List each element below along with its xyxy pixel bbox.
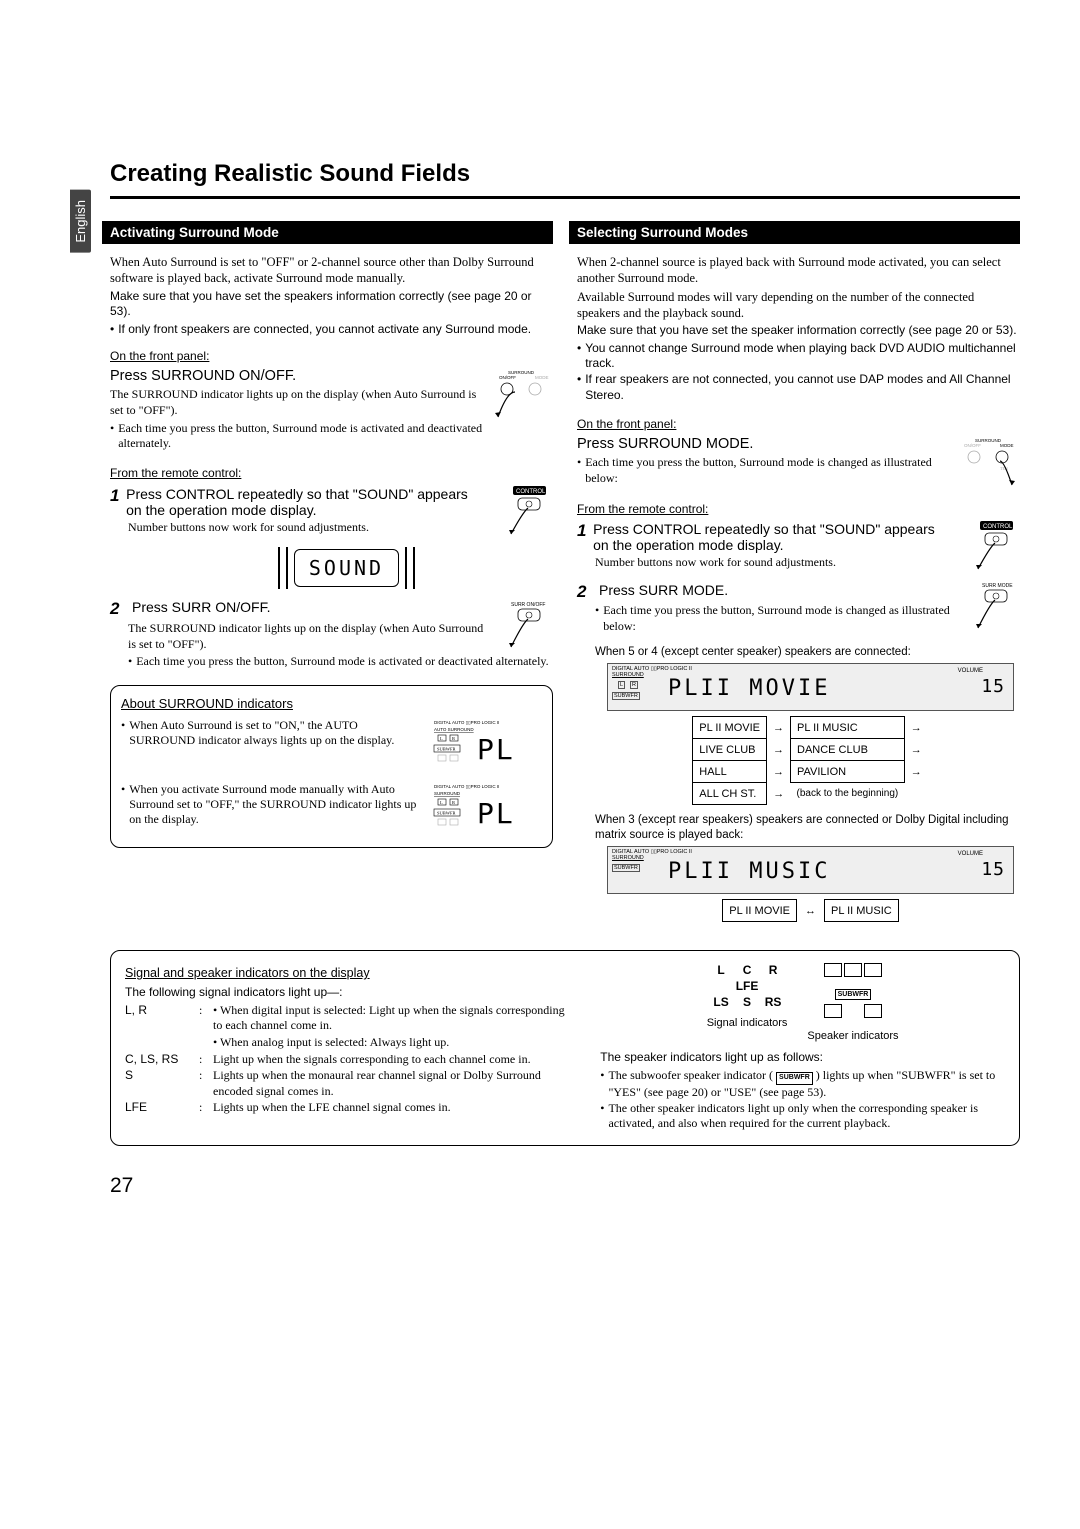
para: When 2-channel source is played back wit… bbox=[577, 254, 1020, 287]
svg-text:SURR MODE: SURR MODE bbox=[982, 583, 1013, 589]
surr-mode-button-icon: SURR MODE bbox=[960, 580, 1020, 635]
bullet: Each time you press the button, Surround… bbox=[603, 603, 954, 634]
indicator-diagram-icon: DIGITAL AUTO ▯▯PRO LOGIC II SURROUND L R SUB… bbox=[432, 781, 542, 835]
bullet: If rear speakers are not connected, you … bbox=[585, 372, 1020, 403]
bullet: •If only front speakers are connected, y… bbox=[110, 322, 553, 337]
svg-text:PL: PL bbox=[477, 733, 515, 766]
bullet: You cannot change Surround mode when pla… bbox=[585, 341, 1020, 372]
remote-label: From the remote control: bbox=[577, 502, 1020, 518]
about-text: When Auto Surround is set to "ON," the A… bbox=[129, 718, 422, 770]
control-button-icon: CONTROL bbox=[493, 484, 553, 539]
left-column: Activating Surround Mode When Auto Surro… bbox=[110, 221, 553, 930]
step-note: The SURROUND indicator lights up on the … bbox=[128, 621, 553, 652]
bullet: •Each time you press the button, Surroun… bbox=[110, 421, 487, 452]
para: Make sure that you have set the speakers… bbox=[110, 289, 553, 320]
language-tab: English bbox=[70, 190, 91, 253]
svg-text:CONTROL: CONTROL bbox=[516, 489, 546, 495]
indicator-diagram-icon: DIGITAL AUTO ▯▯PRO LOGIC II AUTO SURROUND… bbox=[432, 717, 542, 771]
surr-onoff-button-icon: SURR ON/OFF bbox=[493, 599, 553, 654]
title-rule bbox=[110, 196, 1020, 199]
svg-text:L: L bbox=[440, 800, 443, 805]
svg-text:ON/OFF: ON/OFF bbox=[964, 443, 981, 448]
press-instruction: Press SURROUND ON/OFF. bbox=[110, 367, 553, 386]
case-label: When 3 (except rear speakers) speakers a… bbox=[595, 813, 1020, 843]
svg-text:CONTROL: CONTROL bbox=[983, 524, 1013, 530]
bullet: Each time you press the button, Surround… bbox=[585, 455, 954, 486]
para: Available Surround modes will vary depen… bbox=[577, 289, 1020, 322]
svg-text:L: L bbox=[440, 736, 443, 741]
para: The speaker indicators light up as follo… bbox=[600, 1050, 1005, 1066]
display-panel-music: DIGITAL AUTO ▯▯PRO LOGIC II SURROUND SUB… bbox=[607, 846, 1014, 894]
speaker-diagram: LCR LFE LSSRS Signal indicators SUBWFR S… bbox=[600, 963, 1005, 1042]
mode-grid-5-4: PL II MOVIE→PL II MUSIC→ LIVE CLUB→DANCE… bbox=[692, 716, 928, 805]
press-instruction: Press SURROUND MODE. bbox=[577, 435, 1020, 454]
about-surround-box: About SURROUND indicators •When Auto Sur… bbox=[110, 685, 553, 848]
surround-onoff-button-icon: SURROUNDON/OFFMODE bbox=[493, 367, 553, 422]
svg-text:ON/OFF: ON/OFF bbox=[499, 375, 516, 380]
mode-grid-3: PL II MOVIE↔PL II MUSIC bbox=[722, 899, 898, 922]
page-number: 27 bbox=[110, 1174, 1020, 1198]
step-1: 1 Press CONTROL repeatedly so that "SOUN… bbox=[577, 521, 954, 553]
note: The SURROUND indicator lights up on the … bbox=[110, 387, 553, 418]
signal-right: LCR LFE LSSRS Signal indicators SUBWFR S… bbox=[600, 963, 1005, 1133]
svg-text:DIGITAL AUTO ▯▯PRO LOGIC II: DIGITAL AUTO ▯▯PRO LOGIC II bbox=[434, 784, 499, 789]
signal-indicators-box: Signal and speaker indicators on the dis… bbox=[110, 950, 1020, 1146]
panel-label: On the front panel: bbox=[110, 349, 553, 365]
about-title: About SURROUND indicators bbox=[121, 696, 542, 711]
step-note: Number buttons now work for sound adjust… bbox=[595, 555, 1020, 571]
about-text: When you activate Surround mode manually… bbox=[129, 782, 422, 834]
svg-text:SUBWFR: SUBWFR bbox=[437, 746, 456, 751]
step-2: 2 Press SURR MODE. bbox=[577, 582, 954, 602]
svg-text:AUTO SURROUND: AUTO SURROUND bbox=[434, 727, 474, 732]
svg-text:R: R bbox=[452, 800, 455, 805]
panel-label: On the front panel: bbox=[577, 417, 1020, 433]
page-title: Creating Realistic Sound Fields bbox=[110, 160, 1020, 188]
svg-text:SURROUND: SURROUND bbox=[434, 791, 461, 796]
svg-text:R: R bbox=[452, 736, 455, 741]
sig-title: Signal and speaker indicators on the dis… bbox=[125, 965, 570, 981]
surround-mode-button-icon: SURROUNDON/OFFMODETEN bbox=[960, 435, 1020, 490]
bullet: •Each time you press the button, Surroun… bbox=[128, 654, 553, 669]
svg-text:PL: PL bbox=[477, 797, 515, 830]
svg-text:MODE: MODE bbox=[535, 375, 549, 380]
step-2: 2 Press SURR ON/OFF. bbox=[110, 599, 487, 619]
section-heading-selecting: Selecting Surround Modes bbox=[569, 221, 1020, 244]
display-panel-movie: DIGITAL AUTO ▯▯PRO LOGIC II SURROUND L R… bbox=[607, 663, 1014, 711]
svg-text:SURR ON/OFF: SURR ON/OFF bbox=[511, 602, 545, 608]
para: Make sure that you have set the speaker … bbox=[577, 323, 1020, 339]
case-label: When 5 or 4 (except center speaker) spea… bbox=[595, 645, 1020, 660]
svg-text:DIGITAL AUTO ▯▯PRO LOGIC II: DIGITAL AUTO ▯▯PRO LOGIC II bbox=[434, 720, 499, 725]
signal-left: Signal and speaker indicators on the dis… bbox=[125, 963, 570, 1133]
control-button-icon: CONTROL bbox=[960, 519, 1020, 574]
sound-display: SOUND bbox=[140, 547, 553, 589]
section-heading-activating: Activating Surround Mode bbox=[102, 221, 553, 244]
svg-text:MODE: MODE bbox=[1000, 443, 1014, 448]
remote-label: From the remote control: bbox=[110, 466, 553, 482]
right-column: Selecting Surround Modes When 2-channel … bbox=[577, 221, 1020, 930]
sig-lead: The following signal indicators light up… bbox=[125, 985, 570, 1001]
step-note: Number buttons now work for sound adjust… bbox=[128, 520, 553, 536]
para: When Auto Surround is set to "OFF" or 2-… bbox=[110, 254, 553, 287]
main-columns: Activating Surround Mode When Auto Surro… bbox=[110, 221, 1020, 930]
svg-text:SUBWFR: SUBWFR bbox=[437, 810, 456, 815]
step-1: 1 Press CONTROL repeatedly so that "SOUN… bbox=[110, 486, 487, 518]
